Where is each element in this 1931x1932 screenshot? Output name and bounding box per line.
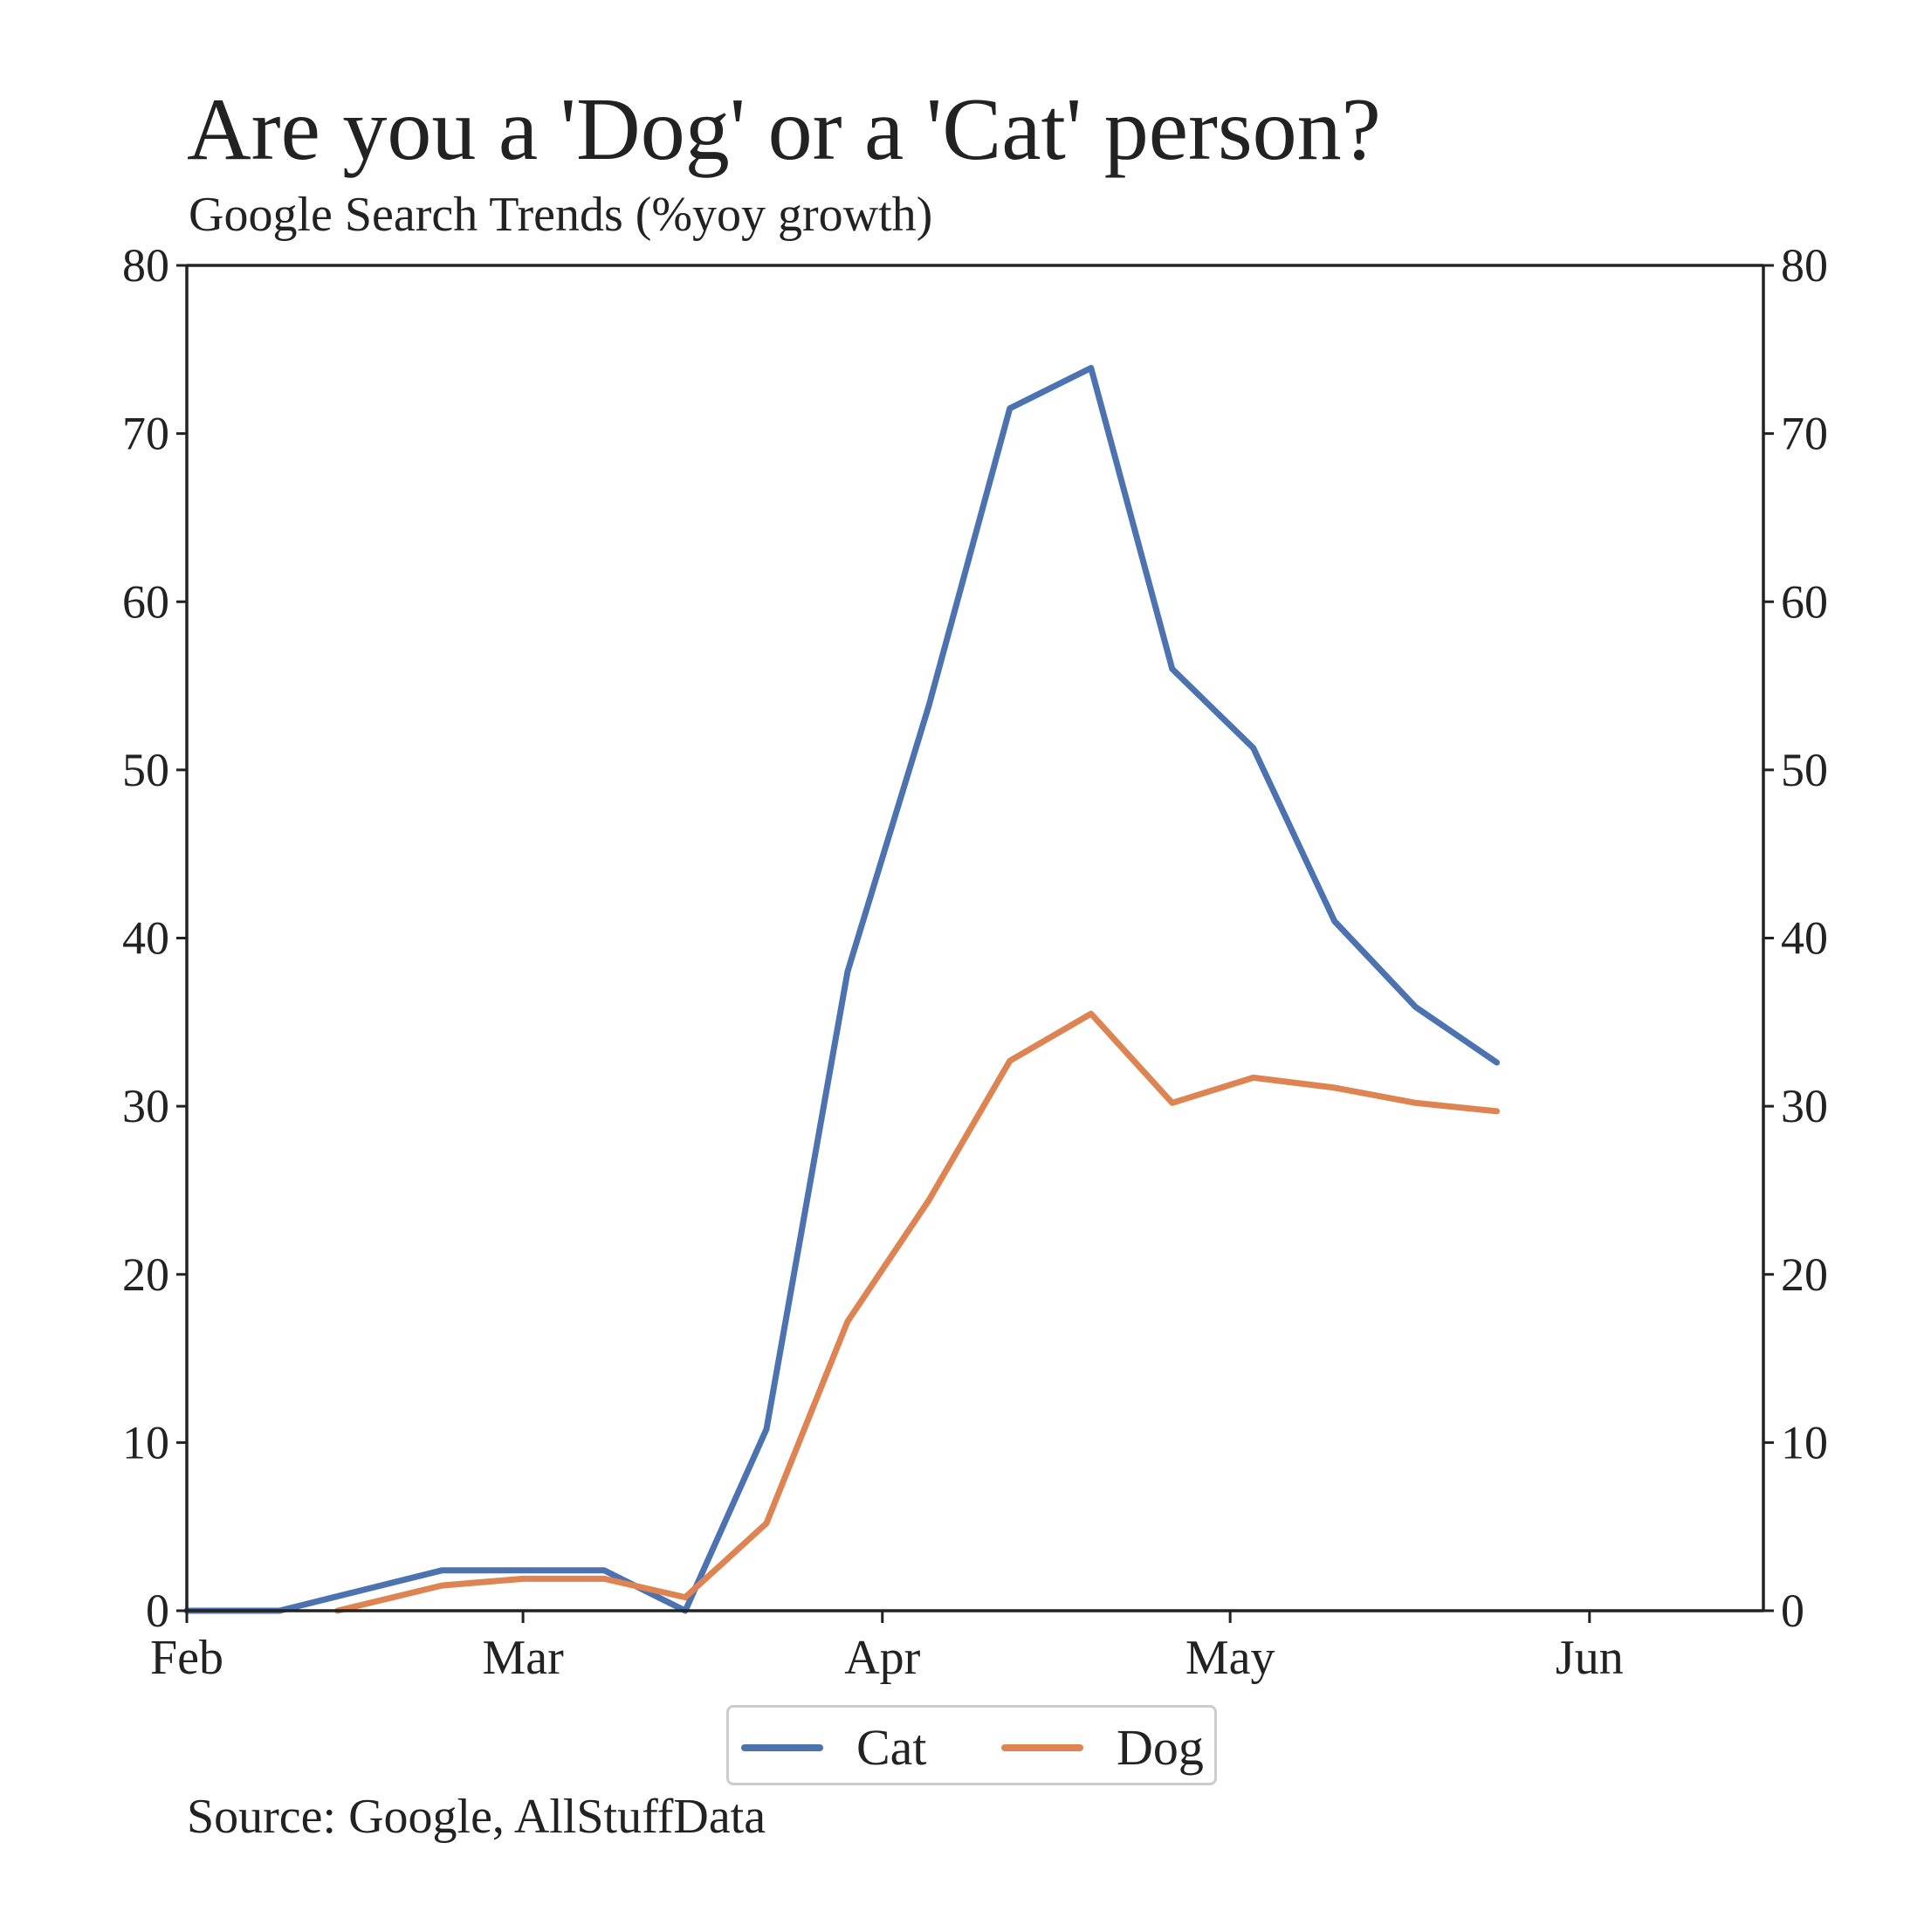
y-tick-label-right-40: 40 xyxy=(1781,912,1828,965)
y-tick-label-right-80: 80 xyxy=(1781,239,1828,292)
chart-title: Are you a 'Dog' or a 'Cat' person? xyxy=(187,80,1381,179)
legend-label-dog: Dog xyxy=(1117,1719,1204,1776)
y-tick-label-left-80: 80 xyxy=(122,239,169,292)
y-tick-label-right-60: 60 xyxy=(1781,575,1828,628)
y-tick-label-right-20: 20 xyxy=(1781,1248,1828,1301)
source-note: Source: Google, AllStuffData xyxy=(187,1790,766,1844)
legend-label-cat: Cat xyxy=(856,1719,927,1776)
y-tick-label-right-0: 0 xyxy=(1781,1585,1804,1637)
y-tick-label-left-70: 70 xyxy=(122,408,169,460)
y-tick-label-left-60: 60 xyxy=(122,575,169,628)
y-tick-label-left-10: 10 xyxy=(122,1416,169,1468)
series-line-dog xyxy=(334,1010,1501,1614)
y-tick-label-left-50: 50 xyxy=(122,744,169,796)
y-tick-label-right-30: 30 xyxy=(1781,1080,1828,1132)
x-tick-label-feb: Feb xyxy=(150,1631,223,1685)
legend-swatch-dog xyxy=(1001,1744,1083,1751)
chart-subtitle: Google Search Trends (%yoy growth) xyxy=(189,188,933,242)
y-tick-label-right-50: 50 xyxy=(1781,744,1828,796)
y-tick-label-right-10: 10 xyxy=(1781,1416,1828,1468)
legend-item-dog: Dog xyxy=(1001,1708,1204,1788)
x-tick-label-apr: Apr xyxy=(844,1631,920,1685)
x-tick-label-may: May xyxy=(1185,1631,1275,1685)
x-tick-label-mar: Mar xyxy=(482,1631,564,1685)
legend-swatch-cat xyxy=(741,1744,823,1751)
chart-legend: Cat Dog xyxy=(726,1705,1217,1785)
y-tick-label-left-20: 20 xyxy=(122,1248,169,1301)
y-tick-label-right-70: 70 xyxy=(1781,408,1828,460)
y-tick-label-left-40: 40 xyxy=(122,912,169,965)
x-tick-label-jun: Jun xyxy=(1556,1631,1624,1685)
legend-item-cat: Cat xyxy=(741,1708,927,1788)
y-tick-label-left-30: 30 xyxy=(122,1080,169,1132)
y-tick-label-left-0: 0 xyxy=(146,1585,169,1637)
series-line-cat xyxy=(183,365,1501,1614)
